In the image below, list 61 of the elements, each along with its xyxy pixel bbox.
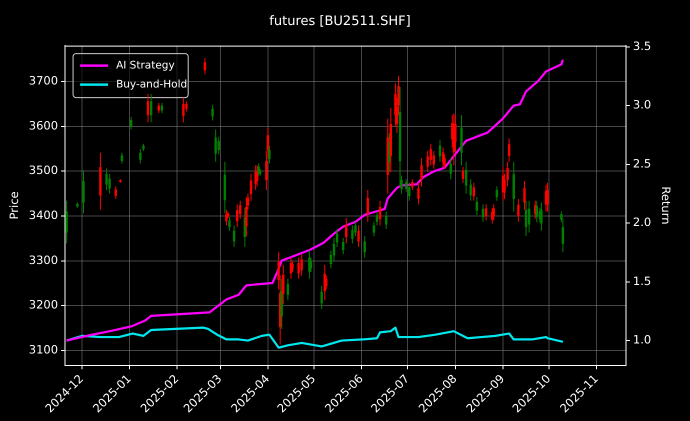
candlestick xyxy=(345,218,348,244)
candlestick xyxy=(232,224,236,248)
candlestick xyxy=(472,182,475,202)
legend-label: AI Strategy xyxy=(116,59,175,72)
y-tick-label: 3200 xyxy=(28,298,58,312)
candlestick xyxy=(470,178,472,202)
candlestick xyxy=(65,200,68,244)
candlestick xyxy=(366,189,369,222)
candlestick xyxy=(408,182,410,202)
chart-title: futures [BU2511.SHF] xyxy=(269,14,411,30)
candlestick xyxy=(297,257,300,280)
candlestick xyxy=(540,202,543,232)
candlestick xyxy=(342,237,344,255)
candlestick xyxy=(363,236,366,258)
candlestick xyxy=(218,136,220,156)
candlestick xyxy=(385,210,388,230)
candlestick xyxy=(325,275,328,290)
candlestick xyxy=(411,178,414,190)
candlestick xyxy=(300,254,303,276)
candlestick xyxy=(114,186,117,200)
candlestick xyxy=(286,278,290,301)
candlestick xyxy=(214,128,217,162)
candlestick xyxy=(378,200,382,226)
candlestick xyxy=(464,161,468,194)
candlestick xyxy=(351,224,354,244)
candlestick xyxy=(476,196,478,216)
candlestick xyxy=(320,285,323,310)
candlestick xyxy=(268,145,271,164)
candlestick xyxy=(528,200,530,234)
y2-tick-label: 3.5 xyxy=(632,38,652,53)
candlestick xyxy=(120,152,124,164)
y-tick-label: 3100 xyxy=(28,342,58,356)
legend-label: Buy-and-Hold xyxy=(116,78,188,90)
y2-tick-label: 1.0 xyxy=(632,332,652,347)
y-axis-title: Price xyxy=(6,191,21,220)
y-tick-label: 3400 xyxy=(28,208,58,222)
candlestick xyxy=(372,221,376,237)
candlestick xyxy=(139,148,142,164)
candlestick xyxy=(105,168,108,190)
y2-tick-label: 2.0 xyxy=(632,215,652,230)
candlestick xyxy=(484,204,488,221)
candlestick xyxy=(496,186,498,202)
y-tick-label: 3700 xyxy=(28,73,58,88)
candlestick xyxy=(158,102,160,114)
candlestick xyxy=(182,97,185,123)
y-tick-label: 3500 xyxy=(28,163,58,178)
y2-axis-title: Return xyxy=(659,186,674,225)
y-tick-label: 3300 xyxy=(28,252,58,267)
y2-tick-label: 2.5 xyxy=(632,156,652,170)
candlestick xyxy=(236,204,238,228)
candlestick xyxy=(130,116,132,130)
candlestick xyxy=(160,102,164,114)
candlestick xyxy=(450,158,452,180)
candlestick xyxy=(150,94,152,123)
candlestick xyxy=(211,104,214,121)
candlestick xyxy=(204,58,206,75)
y2-tick-label: 1.5 xyxy=(632,274,652,288)
candlestick xyxy=(492,204,495,221)
y-tick-label: 3600 xyxy=(28,118,58,132)
candlestick xyxy=(517,198,520,222)
y2-tick-label: 3.0 xyxy=(632,98,652,112)
